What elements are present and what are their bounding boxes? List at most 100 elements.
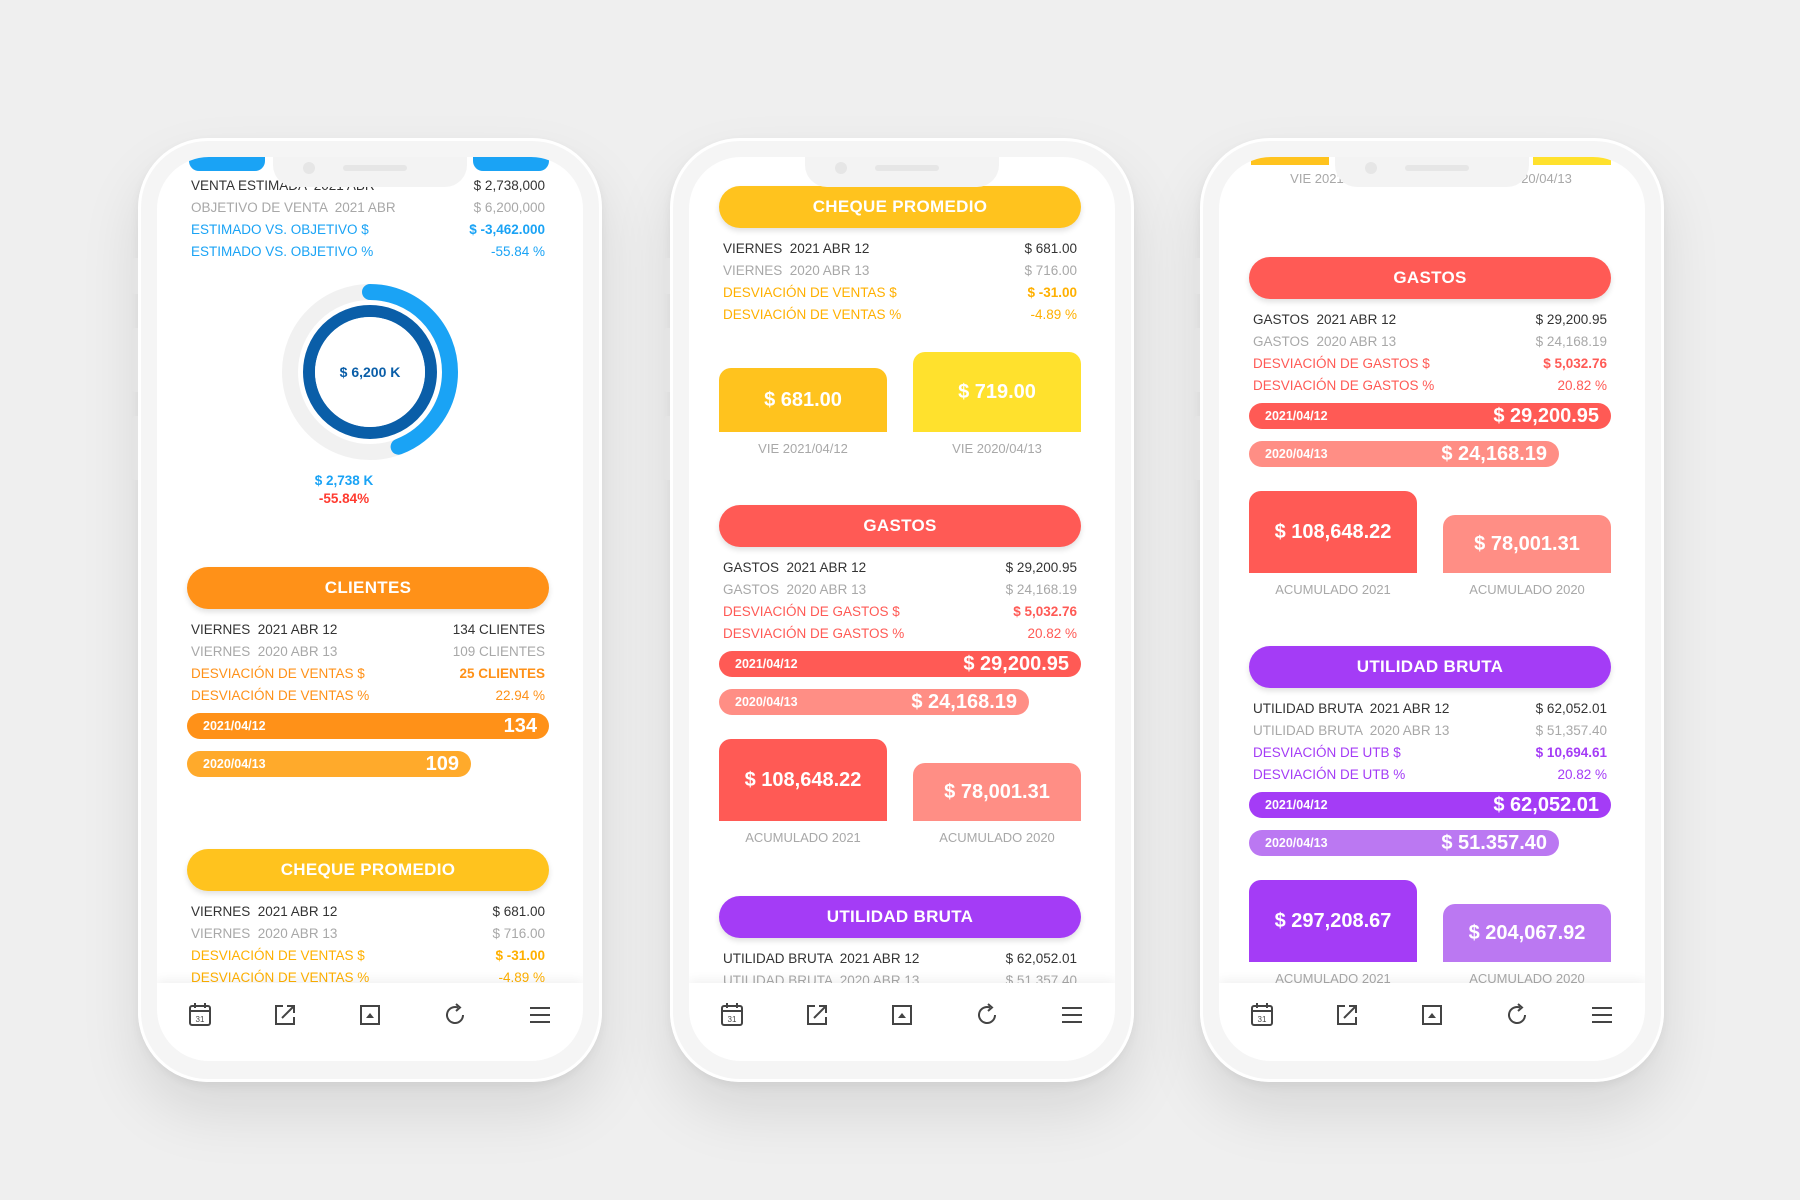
utilidad-row-current: UTILIDAD BRUTA 2021 ABR 12 $ 62,052.01 [1253, 701, 1607, 716]
utilidad-tiles: $ 297,208.67 ACUMULADO 2021 $ 204,067.92… [1249, 866, 1611, 983]
gastos-tile-2020-caption: ACUMULADO 2020 [939, 830, 1055, 845]
utilidad-tile-2021-caption: ACUMULADO 2021 [1275, 971, 1391, 983]
cheque-card: CHEQUE PROMEDIO VIERNES 2021 ABR 12 $ 681… [719, 186, 1081, 456]
clientes-header[interactable]: CLIENTES [187, 567, 549, 609]
gastos-bar-previous: 2020/04/13 $ 24,168.19 [719, 689, 1029, 715]
gastos-tiles: $ 108,648.22 ACUMULADO 2021 $ 78,001.31 … [1249, 477, 1611, 597]
menu-icon [530, 1007, 551, 1023]
utilidad-row-previous: UTILIDAD BRUTA 2020 ABR 13 $ 51,357.40 [723, 973, 1077, 983]
refresh-icon [978, 1003, 997, 1024]
utilidad-tile-2020-caption: ACUMULADO 2020 [1469, 971, 1585, 983]
bottom-nav: 31 [157, 983, 583, 1061]
cheque-row-current: VIERNES 2021 ABR 12 $ 681.00 [191, 904, 545, 919]
nav-refresh-button[interactable] [1497, 995, 1537, 1035]
phone-mockup-2: CHEQUE PROMEDIO VIERNES 2021 ABR 12 $ 681… [664, 138, 1134, 1082]
phone-notch [273, 157, 467, 187]
gastos-tile-2020: $ 78,001.31 [1443, 515, 1611, 573]
cheque-row-dev-abs: DESVIACIÓN DE VENTAS $ $ -31.00 [191, 948, 545, 963]
donut-progress-arc [282, 284, 458, 460]
cheque-row-dev-pct: DESVIACIÓN DE VENTAS % -4.89 % [191, 970, 545, 983]
donut-value: $ 2,738 K [314, 473, 374, 488]
bottom-nav: 31 [1219, 983, 1645, 1061]
clientes-bar-previous: 2020/04/13 109 [187, 751, 471, 777]
phone-screen: VIE 2021/04/12 VIE 2020/04/13 GASTOS GAS… [1219, 157, 1645, 1061]
cheque-tile-current: $ 681.00 [719, 368, 887, 432]
nav-menu-button[interactable] [1582, 995, 1622, 1035]
donut-center-label: $ 6,200 K [339, 364, 401, 380]
venta-row-diff-pct: ESTIMADO VS. OBJETIVO % -55.84 % [191, 244, 545, 259]
gastos-row-dev-pct: DESVIACIÓN DE GASTOS % 20.82 % [723, 626, 1077, 641]
gastos-bar-current: 2021/04/12 $ 29,200.95 [719, 651, 1081, 677]
nav-share-button[interactable] [265, 995, 305, 1035]
share-icon [806, 1005, 827, 1025]
cheque-tiles: $ 681.00 VIE 2021/04/12 $ 719.00 VIE 202… [719, 336, 1081, 456]
nav-refresh-button[interactable] [967, 995, 1007, 1035]
menu-icon [1062, 1007, 1083, 1023]
utilidad-header[interactable]: UTILIDAD BRUTA [719, 896, 1081, 938]
utilidad-row-previous: UTILIDAD BRUTA 2020 ABR 13 $ 51,357.40 [1253, 723, 1607, 738]
nav-refresh-button[interactable] [435, 995, 475, 1035]
nav-menu-button[interactable] [520, 995, 560, 1035]
gastos-row-current: GASTOS 2021 ABR 12 $ 29,200.95 [723, 560, 1077, 575]
export-icon [891, 1005, 912, 1025]
scroll-content[interactable]: VIE 2021/04/12 VIE 2020/04/13 GASTOS GAS… [1219, 157, 1645, 983]
gastos-row-previous: GASTOS 2020 ABR 13 $ 24,168.19 [1253, 334, 1607, 349]
phone-notch [805, 157, 999, 187]
cheque-header[interactable]: CHEQUE PROMEDIO [187, 849, 549, 891]
venta-row-diff-abs: ESTIMADO VS. OBJETIVO $ $ -3,462.000 [191, 222, 545, 237]
utilidad-card: UTILIDAD BRUTA UTILIDAD BRUTA 2021 ABR 1… [1249, 646, 1611, 983]
calendar-icon: 31 [188, 1003, 211, 1026]
nav-menu-button[interactable] [1052, 995, 1092, 1035]
calendar-day: 31 [195, 1015, 204, 1024]
utilidad-tile-2021: $ 297,208.67 [1249, 880, 1417, 962]
scroll-content[interactable]: VENTA ESTIMADA 2021 ABR $ 2,738,000 OBJET… [157, 157, 583, 983]
nav-export-button[interactable] [882, 995, 922, 1035]
cheque-tile-previous: $ 719.00 [913, 352, 1081, 432]
gastos-bar-previous: 2020/04/13 $ 24,168.19 [1249, 441, 1559, 467]
utilidad-row-dev-pct: DESVIACIÓN DE UTB % 20.82 % [1253, 767, 1607, 782]
clientes-row-dev-abs: DESVIACIÓN DE VENTAS $25 CLIENTES [191, 666, 545, 681]
cheque-header[interactable]: CHEQUE PROMEDIO [719, 186, 1081, 228]
cheque-row-previous: VIERNES 2020 ABR 13 $ 716.00 [723, 263, 1077, 278]
cheque-row-current: VIERNES 2021 ABR 12 $ 681.00 [723, 241, 1077, 256]
nav-calendar-button[interactable]: 31 [712, 995, 752, 1035]
cheque-row-dev-pct: DESVIACIÓN DE VENTAS % -4.89 % [723, 307, 1077, 322]
utilidad-bar-previous: 2020/04/13 $ 51.357.40 [1249, 830, 1559, 856]
nav-export-button[interactable] [350, 995, 390, 1035]
share-icon [1336, 1005, 1357, 1025]
clientes-row-previous: VIERNES 2020 ABR 13 109 CLIENTES [191, 644, 545, 659]
gastos-card: GASTOS GASTOS 2021 ABR 12 $ 29,200.95 GAS… [719, 505, 1081, 845]
utilidad-header[interactable]: UTILIDAD BRUTA [1249, 646, 1611, 688]
nav-share-button[interactable] [797, 995, 837, 1035]
clientes-row-current: VIERNES 2021 ABR 12 134 CLIENTES [191, 622, 545, 637]
calendar-icon: 31 [720, 1003, 743, 1026]
clientes-row-dev-pct: DESVIACIÓN DE VENTAS % 22.94 % [191, 688, 545, 703]
nav-share-button[interactable] [1327, 995, 1367, 1035]
phone-mockup-1: VENTA ESTIMADA 2021 ABR $ 2,738,000 OBJET… [132, 138, 602, 1082]
export-icon [1421, 1005, 1442, 1025]
refresh-icon [1508, 1003, 1527, 1024]
gastos-row-dev-pct: DESVIACIÓN DE GASTOS % 20.82 % [1253, 378, 1607, 393]
gastos-header[interactable]: GASTOS [1249, 257, 1611, 299]
phone-notch [1335, 157, 1529, 187]
nav-export-button[interactable] [1412, 995, 1452, 1035]
cheque-tile-current-caption: VIE 2021/04/12 [758, 441, 848, 456]
calendar-day: 31 [727, 1015, 736, 1024]
share-icon [274, 1005, 295, 1025]
nav-calendar-button[interactable]: 31 [1242, 995, 1282, 1035]
scroll-content[interactable]: CHEQUE PROMEDIO VIERNES 2021 ABR 12 $ 681… [689, 157, 1115, 983]
phone-mockup-3: VIE 2021/04/12 VIE 2020/04/13 GASTOS GAS… [1194, 138, 1664, 1082]
venta-row-objetivo: OBJETIVO DE VENTA 2021 ABR $ 6,200,000 [191, 200, 545, 215]
utilidad-card: UTILIDAD BRUTA UTILIDAD BRUTA 2021 ABR 1… [719, 896, 1081, 983]
donut-chart: $ 6,200 K [278, 280, 462, 464]
gastos-tile-2021-caption: ACUMULADO 2021 [1275, 582, 1391, 597]
nav-calendar-button[interactable]: 31 [180, 995, 220, 1035]
phone-screen: VENTA ESTIMADA 2021 ABR $ 2,738,000 OBJET… [157, 157, 583, 1061]
gastos-header[interactable]: GASTOS [719, 505, 1081, 547]
utilidad-tile-2020: $ 204,067.92 [1443, 904, 1611, 962]
calendar-icon: 31 [1250, 1003, 1273, 1026]
gastos-tile-2020-caption: ACUMULADO 2020 [1469, 582, 1585, 597]
clientes-card: CLIENTES VIERNES 2021 ABR 12 134 CLIENTES… [187, 567, 549, 777]
gastos-tiles: $ 108,648.22 ACUMULADO 2021 $ 78,001.31 … [719, 725, 1081, 845]
phone-screen: CHEQUE PROMEDIO VIERNES 2021 ABR 12 $ 681… [689, 157, 1115, 1061]
